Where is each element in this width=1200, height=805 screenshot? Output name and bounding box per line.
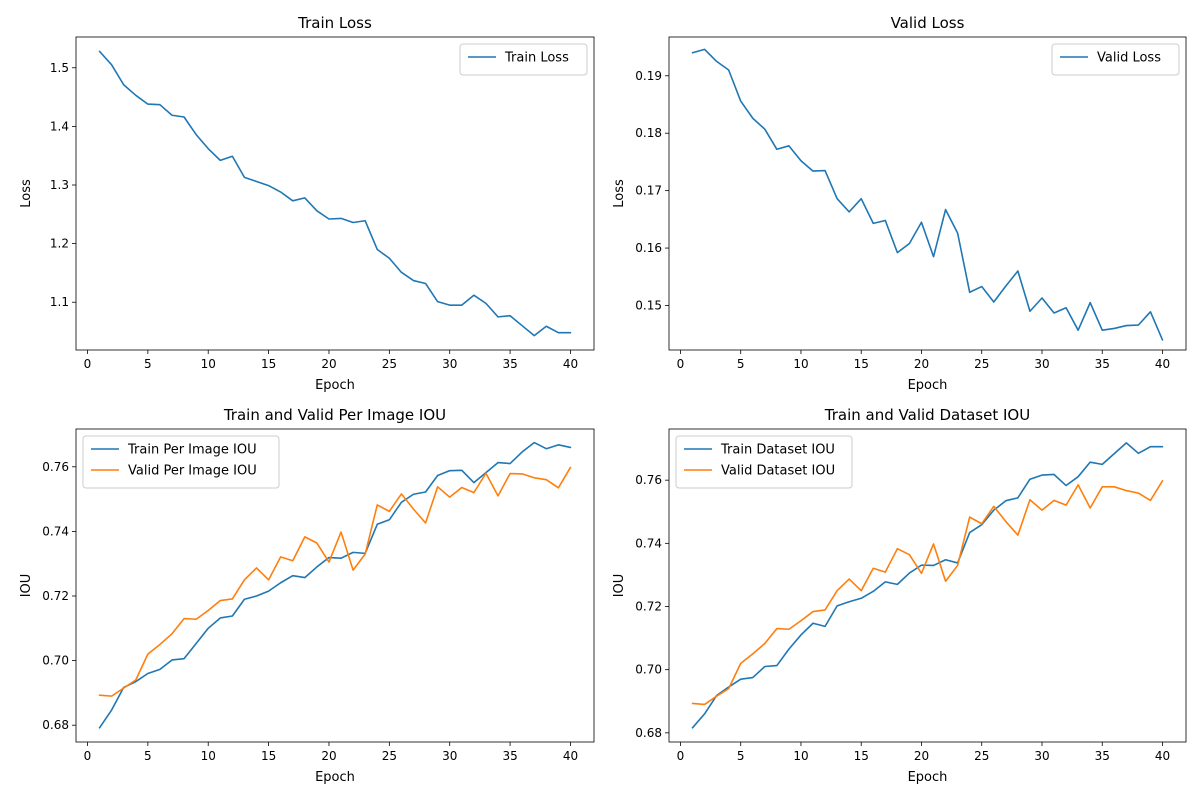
- x-tick-label: 40: [563, 357, 578, 371]
- legend: Valid Loss: [1051, 43, 1180, 76]
- x-tick-label: 20: [321, 749, 336, 763]
- x-tick-label: 35: [1095, 357, 1110, 371]
- y-tick-label: 0.74: [42, 524, 69, 538]
- y-tick-label: 0.15: [635, 298, 662, 312]
- series-line-1: [98, 441, 572, 729]
- series-line-2: [691, 479, 1164, 706]
- y-tick-label: 1.3: [50, 178, 69, 192]
- axes-frame: [668, 36, 1187, 351]
- x-tick-label: 20: [914, 749, 929, 763]
- y-tick-label: 0.18: [635, 126, 662, 140]
- x-tick-label: 35: [502, 357, 517, 371]
- y-tick-label: 0.72: [42, 589, 69, 603]
- chart-panel-2: Valid Loss 0 5 10 15 20 25 30 35 40 0.15 0.16 0.17 0.…: [612, 14, 1187, 393]
- chart-panel-1: Train Loss 0 5 10 15 20 25 30 35 40 1.1 1.2 1.3 1.4 1.…: [19, 14, 595, 393]
- y-axis-label: Loss: [19, 179, 34, 208]
- axes-frame: [668, 428, 1187, 743]
- legend-label: Train Loss: [504, 51, 569, 66]
- x-tick-label: 20: [914, 357, 929, 371]
- x-tick-label: 0: [84, 749, 92, 763]
- chart-panel-3: Train and Valid Per Image IOU 0 5 10 15 20 25 3…: [19, 406, 595, 785]
- y-tick-label: 0.17: [635, 184, 662, 198]
- x-axis-label: Epoch: [315, 378, 355, 393]
- x-tick-label: 15: [854, 749, 869, 763]
- legend-box: [675, 435, 853, 489]
- x-axis-label: Epoch: [315, 770, 355, 785]
- x-tick-label: 30: [1034, 749, 1049, 763]
- legend-label: Valid Loss: [1097, 51, 1161, 66]
- y-tick-label: 0.74: [635, 536, 662, 550]
- legend: Train Dataset IOU Valid Dataset IOU: [675, 435, 853, 489]
- x-tick-label: 40: [563, 749, 578, 763]
- x-tick-label: 40: [1155, 357, 1170, 371]
- x-tick-label: 0: [84, 357, 92, 371]
- y-tick-label: 1.2: [50, 237, 69, 251]
- y-tick-label: 0.70: [42, 654, 69, 668]
- y-axis-label: Loss: [612, 179, 627, 208]
- x-tick-label: 15: [854, 357, 869, 371]
- x-tick-label: 25: [974, 749, 989, 763]
- y-tick-label: 1.1: [50, 295, 69, 309]
- x-tick-label: 10: [793, 357, 808, 371]
- legend-box: [82, 435, 280, 489]
- legend-label: Train Per Image IOU: [127, 443, 257, 458]
- y-tick-label: 0.72: [635, 600, 662, 614]
- x-tick-label: 15: [261, 357, 276, 371]
- y-axis-label: IOU: [19, 574, 34, 598]
- x-axis-label: Epoch: [908, 378, 948, 393]
- y-tick-label: 0.70: [635, 663, 662, 677]
- x-tick-label: 35: [502, 749, 517, 763]
- x-tick-label: 20: [321, 357, 336, 371]
- x-tick-label: 25: [382, 749, 397, 763]
- legend-label: Valid Per Image IOU: [128, 464, 257, 479]
- x-tick-label: 35: [1095, 749, 1110, 763]
- y-tick-label: 0.76: [42, 460, 69, 474]
- legend: Train Per Image IOU Valid Per Image IOU: [82, 435, 280, 489]
- x-tick-label: 25: [382, 357, 397, 371]
- x-tick-label: 25: [974, 357, 989, 371]
- axes-frame: [75, 36, 595, 351]
- x-tick-label: 5: [144, 357, 152, 371]
- series-line-1: [98, 50, 572, 337]
- chart-title: Train and Valid Dataset IOU: [824, 406, 1030, 424]
- x-tick-label: 40: [1155, 749, 1170, 763]
- chart-title: Train Loss: [297, 14, 372, 32]
- series-line-1: [691, 442, 1164, 729]
- legend-box: [459, 43, 588, 76]
- legend-label: Train Dataset IOU: [720, 443, 835, 458]
- series-line-2: [98, 466, 572, 697]
- x-axis-label: Epoch: [908, 770, 948, 785]
- legend: Train Loss: [459, 43, 588, 76]
- y-tick-label: 0.19: [635, 69, 662, 83]
- x-tick-label: 15: [261, 749, 276, 763]
- series-line-1: [691, 48, 1164, 341]
- x-tick-label: 5: [737, 749, 745, 763]
- chart-panel-4: Train and Valid Dataset IOU 0 5 10 15 20 25 30 3…: [612, 406, 1187, 785]
- legend-box: [1051, 43, 1180, 76]
- x-tick-label: 30: [1034, 357, 1049, 371]
- y-axis-label: IOU: [612, 574, 627, 598]
- x-tick-label: 30: [442, 357, 457, 371]
- x-tick-label: 10: [201, 357, 216, 371]
- x-tick-label: 5: [144, 749, 152, 763]
- y-tick-label: 1.5: [50, 61, 69, 75]
- chart-title: Train and Valid Per Image IOU: [223, 406, 446, 424]
- x-tick-label: 30: [442, 749, 457, 763]
- x-tick-label: 10: [201, 749, 216, 763]
- axes-frame: [75, 428, 595, 743]
- y-tick-label: 0.68: [42, 718, 69, 732]
- y-tick-label: 0.68: [635, 726, 662, 740]
- chart-title: Valid Loss: [891, 14, 965, 32]
- x-tick-label: 5: [737, 357, 745, 371]
- legend-label: Valid Dataset IOU: [721, 464, 835, 479]
- y-tick-label: 1.4: [50, 119, 69, 133]
- x-tick-label: 0: [677, 749, 685, 763]
- y-tick-label: 0.76: [635, 473, 662, 487]
- x-tick-label: 0: [677, 357, 685, 371]
- x-tick-label: 10: [793, 749, 808, 763]
- y-tick-label: 0.16: [635, 241, 662, 255]
